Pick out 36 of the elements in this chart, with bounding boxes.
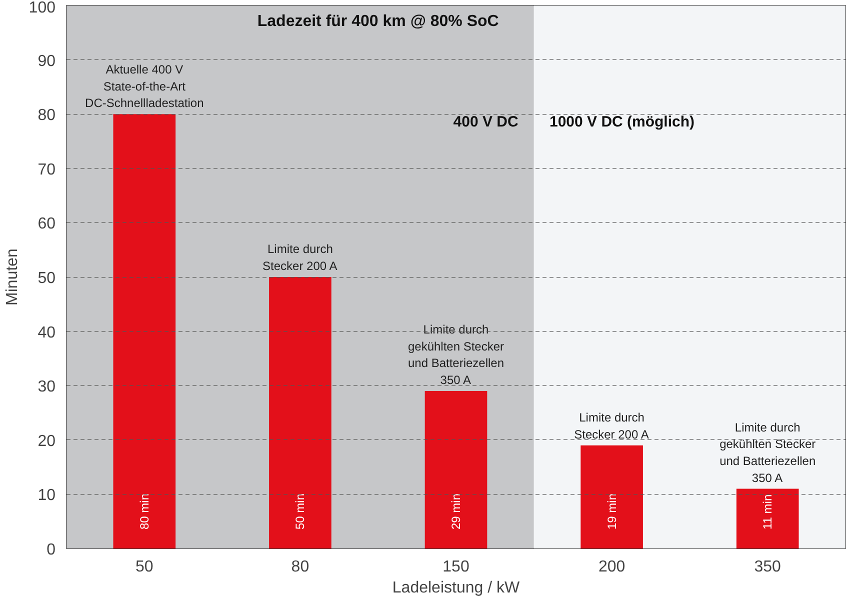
y-tick-label: 90 [38, 52, 56, 70]
y-tick-label: 100 [28, 0, 56, 16]
data-label: 80 min [137, 493, 152, 530]
y-tick-label: 50 [38, 270, 56, 287]
y-tick-label: 60 [38, 216, 56, 233]
bar [580, 445, 643, 548]
x-tick-label: 80 [291, 558, 310, 576]
y-tick-label: 20 [38, 432, 56, 450]
y-tick-label: 70 [38, 161, 56, 178]
annotation: Aktuelle 400 V State-of-the-Art DC-Schnellladestation [85, 62, 204, 110]
annotation: Limite durch Stecker 200 A [574, 410, 649, 442]
y-tick-label: 80 [38, 107, 56, 124]
y-tick-label: 40 [38, 324, 56, 342]
annotation: Limite durch Stecker 200 A [262, 242, 338, 273]
chart-title: Ladezeit für 400 km @ 80% SoC [257, 12, 500, 30]
bar [424, 391, 488, 548]
band-label: 1000 V DC (möglich) [549, 113, 695, 130]
annotation: Limite durch gekühlten Stecker und Batteriezellen 350 A [720, 420, 816, 485]
y-tick-label: 0 [46, 542, 56, 558]
bar [736, 488, 799, 548]
x-tick-label: 200 [598, 558, 626, 576]
y-axis-title: Minuten [4, 248, 21, 306]
y-tick-label: 10 [38, 487, 56, 504]
data-label: 29 min [449, 493, 463, 530]
x-tick-label: 350 [754, 558, 782, 576]
x-tick-label: 50 [136, 558, 154, 576]
data-label: 11 min [760, 494, 775, 530]
bar [269, 277, 332, 548]
bar [113, 114, 176, 548]
x-tick-label: 150 [442, 558, 470, 576]
data-label: 50 min [293, 493, 308, 530]
band-label: 400 V DC [453, 113, 518, 130]
data-label: 19 min [604, 493, 619, 530]
annotation: Limite durch gekühlten Stecker und Batteriezellen 350 A [408, 322, 504, 388]
y-tick-label: 30 [38, 378, 56, 396]
x-axis-title: Ladeleistung / kW [392, 580, 520, 596]
